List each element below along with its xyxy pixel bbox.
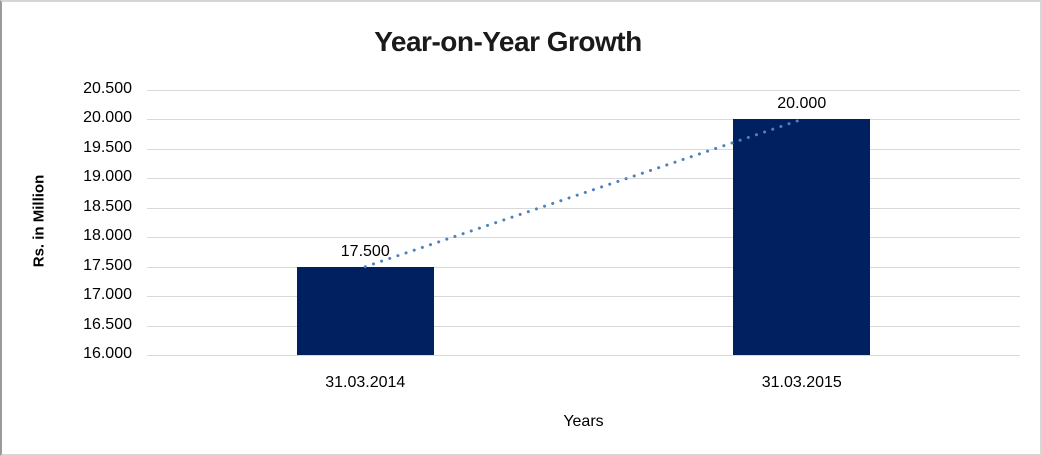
x-axis-category-label: 31.03.2014 bbox=[325, 374, 406, 391]
trendline bbox=[363, 117, 804, 269]
bar-data-label: 20.000 bbox=[777, 95, 827, 113]
y-axis-tick-labels: 16.000 16.500 17.000 17.500 18.000 18.500 19.0… bbox=[2, 2, 134, 454]
x-axis-title: Years bbox=[563, 413, 604, 430]
y-axis-tick-label: 19.500 bbox=[83, 138, 132, 156]
y-axis-tick-label: 19.000 bbox=[83, 168, 132, 186]
bar-data-label: 17.500 bbox=[340, 242, 390, 260]
x-axis-category-label: 31.03.2015 bbox=[761, 374, 842, 391]
gridline bbox=[147, 266, 1020, 268]
gridline bbox=[147, 118, 1020, 120]
y-axis-tick-label: 20.500 bbox=[83, 80, 132, 97]
bar-31.03.2014 bbox=[297, 267, 434, 355]
chart-title: Year-on-Year Growth bbox=[374, 26, 642, 57]
y-axis-tick-label: 16.000 bbox=[83, 345, 132, 362]
plot-area: 17.500 20.000 bbox=[147, 89, 1020, 356]
gridline bbox=[147, 354, 1020, 356]
y-axis-tick-label: 16.500 bbox=[83, 315, 132, 333]
y-axis-tick-label: 18.500 bbox=[83, 197, 132, 215]
gridline bbox=[147, 295, 1020, 297]
gridline bbox=[147, 236, 1020, 238]
y-axis-tick-label: 17.000 bbox=[83, 286, 132, 304]
gridline bbox=[147, 325, 1020, 327]
gridline bbox=[147, 177, 1020, 179]
y-axis-tick-label: 20.000 bbox=[83, 109, 132, 127]
gridline bbox=[147, 89, 1020, 91]
gridline bbox=[147, 148, 1020, 150]
y-axis-tick-label: 18.000 bbox=[83, 227, 132, 245]
y-axis-tick-label: 17.500 bbox=[83, 256, 132, 274]
gridline bbox=[147, 207, 1020, 209]
bar-31.03.2015 bbox=[733, 119, 870, 355]
